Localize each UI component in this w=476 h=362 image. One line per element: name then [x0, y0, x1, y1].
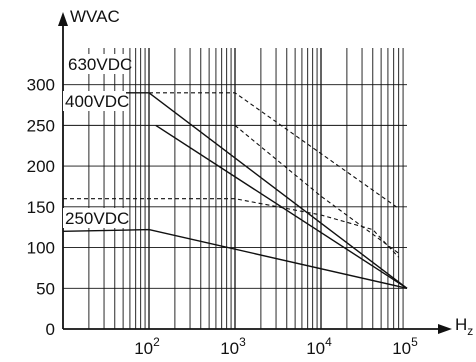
x-tick-label: 104: [306, 335, 332, 358]
x-tick-exponent: 4: [325, 335, 332, 349]
x-tick-label: 103: [220, 335, 246, 358]
y-tick-label: 250: [27, 116, 55, 135]
y-tick-label: 200: [27, 157, 55, 176]
series-line-400vdc: [155, 124, 408, 289]
y-tick-label: 150: [27, 198, 55, 217]
dashed-curve-5: [63, 198, 400, 258]
x-tick-exponent: 2: [153, 335, 160, 349]
x-tick-base: 10: [134, 339, 153, 358]
y-tick-label: 50: [36, 279, 55, 298]
dashed-curve-3: [149, 92, 400, 209]
dashed-curve-4: [234, 124, 400, 254]
y-axis-label: WVAC: [70, 7, 120, 26]
y-tick-label: 100: [27, 239, 55, 258]
grid: [63, 48, 407, 329]
x-axis-arrow: [438, 324, 452, 334]
series-labels: 630VDC 400VDC 250VDC: [63, 54, 132, 228]
x-tick-base: 10: [220, 339, 239, 358]
series-label-630vdc: 630VDC: [68, 55, 132, 74]
y-tick-label: 0: [46, 320, 55, 339]
y-tick-label: 300: [27, 76, 55, 95]
series-label-background: [63, 208, 126, 228]
x-axis-label: Hz: [455, 315, 473, 338]
x-axis-label-sub: z: [467, 324, 473, 338]
x-axis-label-base: H: [455, 315, 467, 334]
axes: [58, 12, 452, 334]
x-tick-base: 10: [306, 339, 325, 358]
series-label-250vdc: 250VDC: [65, 209, 129, 228]
y-axis-arrow: [58, 12, 68, 26]
x-tick-exponent: 5: [411, 335, 418, 349]
series-label-background: [63, 91, 126, 111]
x-tick-label: 102: [134, 335, 160, 358]
x-tick-exponent: 3: [239, 335, 246, 349]
series-label-400vdc: 400VDC: [65, 92, 129, 111]
series-line-250vdc: [62, 228, 408, 289]
series-label-background: [66, 54, 129, 74]
x-tick-base: 10: [392, 339, 411, 358]
x-tick-label: 105: [392, 335, 418, 358]
